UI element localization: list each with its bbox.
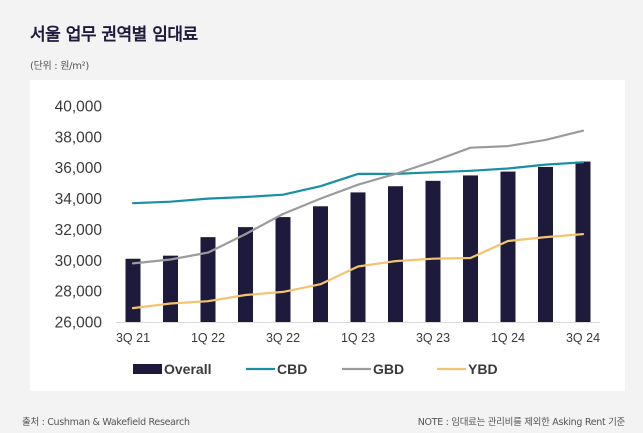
- bar-overall-2q23: [388, 186, 403, 322]
- x-axis: 3Q 21 1Q 22 3Q 22 1Q 23 3Q 23 1Q 24 3Q 24: [116, 331, 600, 345]
- y-tick-label: 30,000: [55, 253, 103, 270]
- bar-overall-1q23: [350, 192, 366, 322]
- legend-item-ybd: YBD: [437, 361, 498, 377]
- bar-overall-1q24: [500, 171, 516, 322]
- bar-overall-2q22: [238, 227, 253, 322]
- chart-title: 서울 업무 권역별 임대료: [30, 25, 198, 45]
- bar-overall-3q23: [425, 180, 441, 322]
- unit-label: (단위 : 원/m²): [30, 61, 89, 72]
- bar-overall-4q21: [163, 255, 178, 322]
- legend-label: YBD: [468, 361, 498, 377]
- y-tick-label: 34,000: [55, 191, 103, 208]
- x-tick-label: 3Q 21: [116, 331, 150, 345]
- legend-item-gbd: GBD: [342, 361, 404, 377]
- y-tick-label: 28,000: [55, 284, 103, 301]
- y-tick-label: 32,000: [55, 222, 103, 239]
- bar-overall-3q24: [575, 161, 591, 322]
- bar-overall-4q22: [313, 206, 328, 322]
- legend-label: Overall: [164, 361, 211, 377]
- footnote: NOTE : 임대료는 관리비를 제외한 Asking Rent 기준: [417, 417, 626, 428]
- source-note: 출처 : Cushman & Wakefield Research: [22, 417, 190, 428]
- y-tick-label: 26,000: [55, 315, 103, 332]
- legend-label: CBD: [277, 361, 307, 377]
- line-cbd: [131, 161, 585, 205]
- line-series: [131, 129, 585, 310]
- x-tick-label: 1Q 22: [191, 331, 225, 345]
- legend-label: GBD: [373, 361, 404, 377]
- legend-item-overall: Overall: [133, 361, 211, 377]
- x-tick-label: 3Q 22: [266, 331, 300, 345]
- legend-swatch: [133, 364, 162, 374]
- x-tick-label: 3Q 23: [416, 331, 450, 345]
- line-ybd: [131, 233, 585, 310]
- y-tick-label: 40,000: [55, 99, 103, 116]
- line-gbd: [131, 129, 585, 265]
- bar-series-overall: [125, 161, 591, 322]
- x-tick-label: 3Q 24: [566, 331, 600, 345]
- y-tick-label: 38,000: [55, 129, 103, 146]
- x-tick-label: 1Q 23: [341, 331, 375, 345]
- bar-overall-3q22: [275, 217, 291, 322]
- y-axis: 26,000 28,000 30,000 32,000 34,000 36,000 38,0…: [55, 99, 103, 332]
- y-tick-label: 36,000: [55, 160, 103, 177]
- bar-overall-2q24: [538, 166, 553, 322]
- legend: Overall CBD GBD YBD: [133, 361, 498, 377]
- legend-item-cbd: CBD: [246, 361, 307, 377]
- bar-overall-4q23: [463, 175, 478, 322]
- bar-overall-3q21: [125, 258, 141, 322]
- x-tick-label: 1Q 24: [491, 331, 525, 345]
